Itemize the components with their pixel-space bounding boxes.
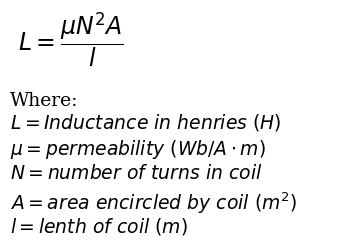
Text: $\mu = permeability\ (Wb/A \cdot m)$: $\mu = permeability\ (Wb/A \cdot m)$ (10, 138, 266, 161)
Text: $l = lenth\ of\ coil\ (m)$: $l = lenth\ of\ coil\ (m)$ (10, 216, 188, 237)
Text: $A = area\ encircled\ by\ coil\ (m^2)$: $A = area\ encircled\ by\ coil\ (m^2)$ (10, 190, 297, 215)
Text: $N = number\ of\ turns\ in\ coil$: $N = number\ of\ turns\ in\ coil$ (10, 164, 262, 183)
Text: Where:: Where: (10, 92, 78, 110)
Text: $L = \dfrac{\mu N^2 A}{l}$: $L = \dfrac{\mu N^2 A}{l}$ (18, 10, 124, 69)
Text: $L = Inductance\ in\ henries\ (H)$: $L = Inductance\ in\ henries\ (H)$ (10, 112, 281, 133)
